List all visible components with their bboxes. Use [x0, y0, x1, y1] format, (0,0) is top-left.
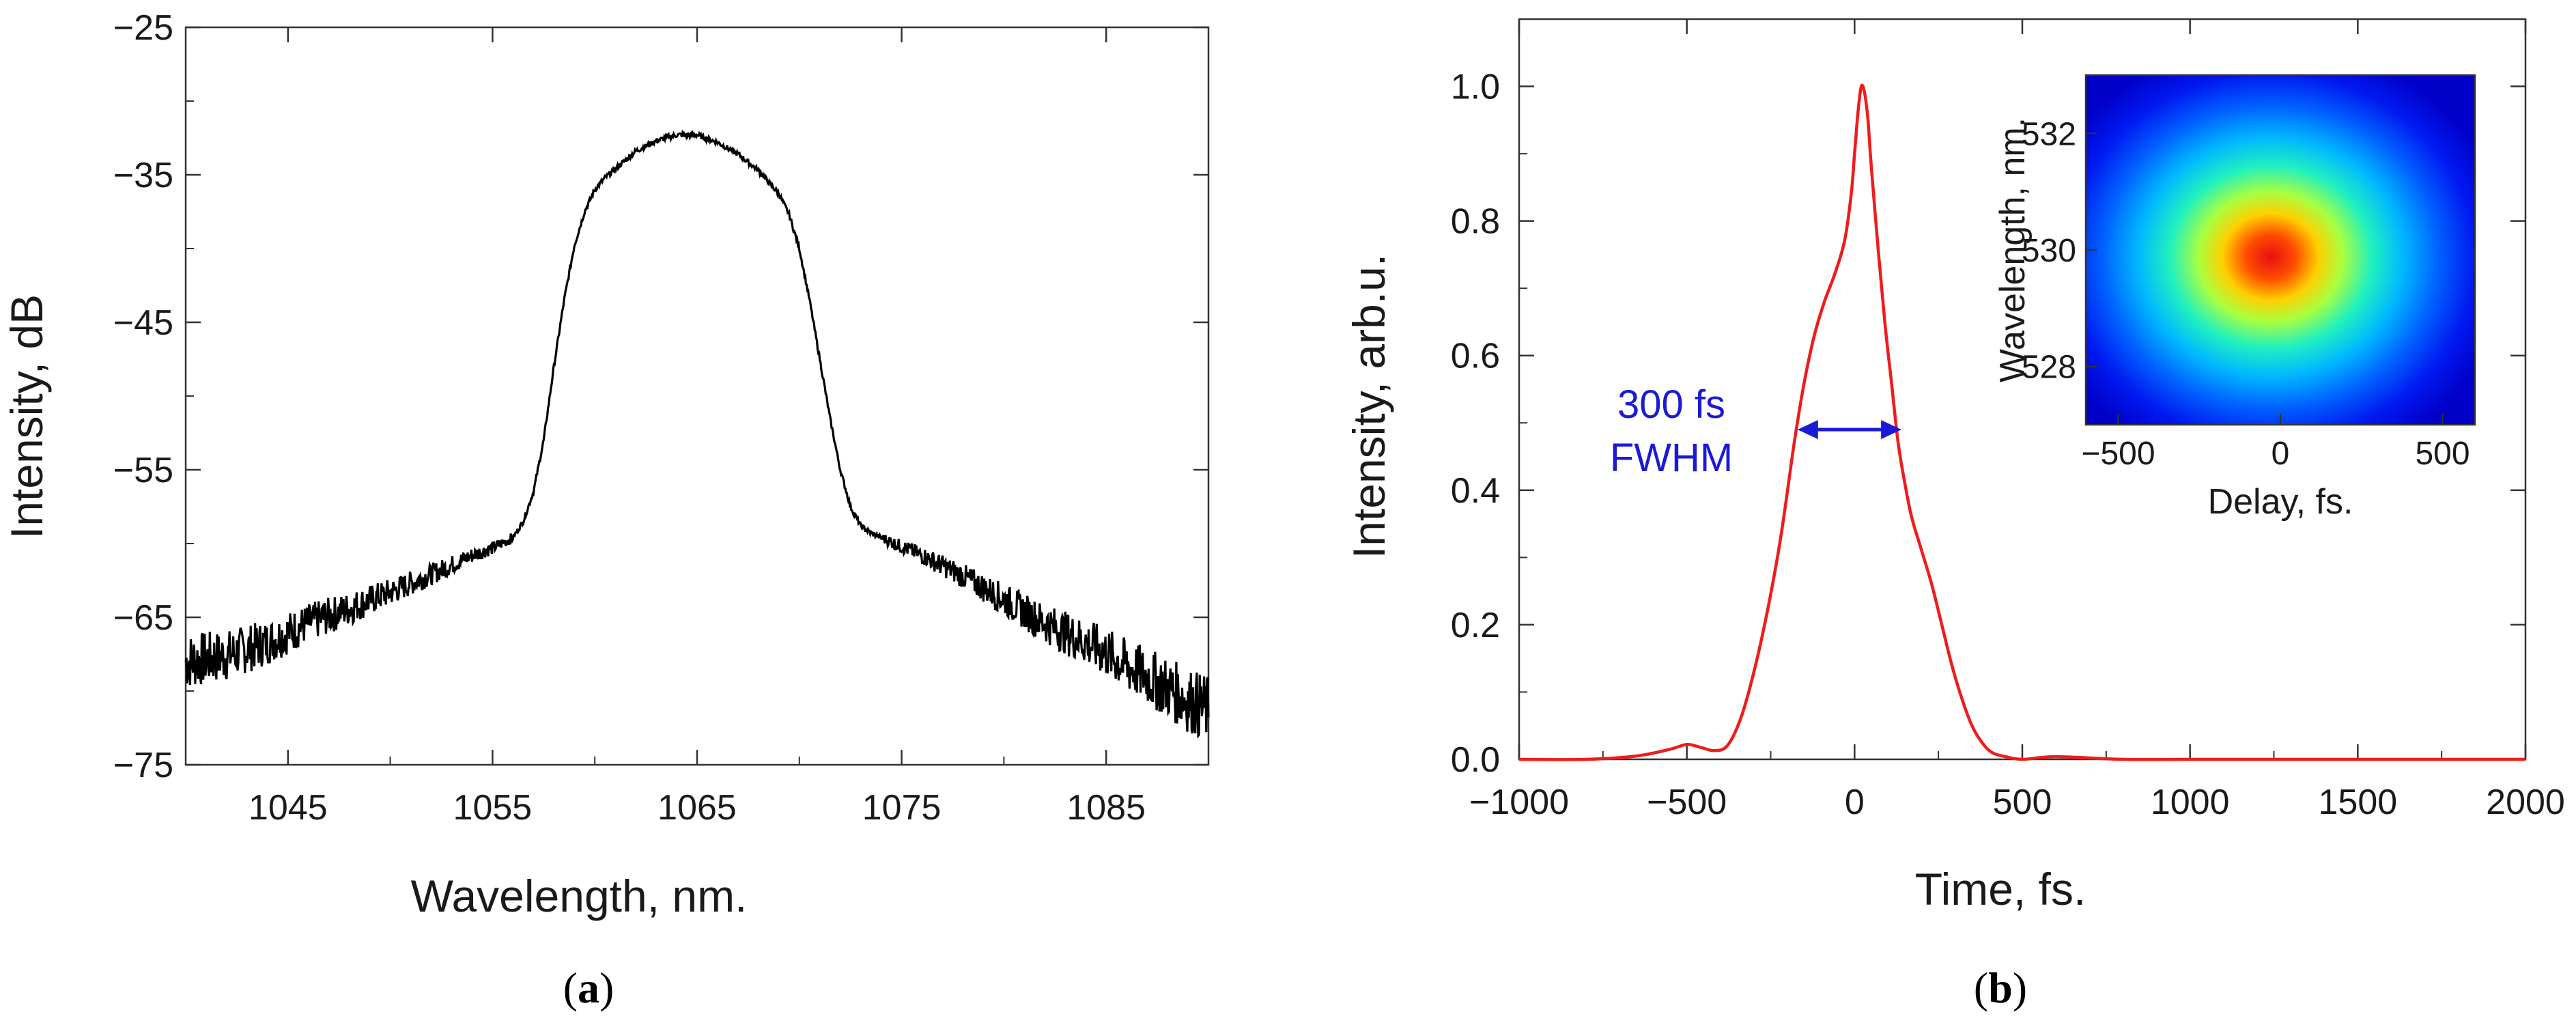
fwhm-arrowhead-right: [1881, 420, 1902, 440]
chart-b-xtick-label: 1500: [2318, 783, 2397, 822]
inset-xtick-label: −500: [2081, 436, 2155, 472]
chart-a-ticks: 1045 1055 1065 1075 1085 −25 −35 −45 −55 −65 −75: [113, 8, 1208, 828]
fwhm-label-line1: 300 fs: [1617, 382, 1725, 427]
chart-b-ytick-label: 0.2: [1451, 606, 1500, 645]
chart-b-xtick-label: 0: [1845, 783, 1865, 822]
chart-a-frame: [184, 26, 1210, 766]
inset-xlabel: Delay, fs.: [2208, 482, 2353, 522]
chart-b-xtick-label: 1000: [2151, 783, 2230, 822]
chart-a: 1045 1055 1065 1075 1085 −25 −35 −45 −55 −65 −75 W…: [1, 8, 1210, 1012]
fwhm-label-line2: FWHM: [1610, 436, 1733, 480]
inset-xtick-label: 500: [2415, 436, 2469, 472]
chart-b-ytick-label: 0.6: [1451, 337, 1500, 376]
chart-b-xtick-label: −1000: [1469, 783, 1569, 822]
chart-b-series-line: [1518, 83, 2525, 761]
chart-a-axes: [184, 26, 1210, 766]
inset-heatmap-image: [2086, 75, 2475, 425]
chart-a-xtick-label: 1085: [1066, 788, 1146, 828]
inset-heatmap: −500 0 500 528 530 532 Delay, fs. Wavelength,…: [1993, 74, 2476, 522]
fwhm-arrowhead-left: [1797, 420, 1818, 440]
chart-a-ytick-label: −75: [113, 746, 173, 785]
inset-ylabel: Wavelength, nm.: [1993, 117, 2033, 382]
chart-a-ytick-label: −45: [113, 303, 173, 343]
chart-b-xtick-label: 500: [1993, 783, 2052, 822]
inset-ytick-label: 532: [2022, 116, 2076, 152]
chart-b-xtick-label: 2000: [2486, 783, 2565, 822]
inset-ticks: −500 0 500 528 530 532: [2022, 116, 2470, 472]
fwhm-annotation: 300 fs FWHM: [1610, 382, 1902, 480]
chart-b-ylabel: Intensity, arb.u.: [1344, 254, 1394, 559]
chart-a-xtick-label: 1075: [862, 788, 942, 828]
inset-ytick-label: 528: [2022, 350, 2076, 386]
chart-a-ylabel: Intensity, dB: [1, 294, 52, 539]
chart-b-ytick-label: 0.0: [1451, 740, 1500, 780]
chart-a-ytick-label: −65: [113, 598, 173, 638]
chart-a-ytick-label: −55: [113, 451, 173, 490]
chart-b-ytick-label: 1.0: [1451, 68, 1500, 107]
chart-b-xtick-label: −500: [1647, 783, 1727, 822]
panel-label-a: (a): [563, 963, 614, 1012]
chart-b: −1000 −500 0 500 1000 1500 2000 0.0 0.2 0.4 0.6 0.8…: [1344, 18, 2565, 1012]
chart-b-ticks: −1000 −500 0 500 1000 1500 2000 0.0 0.2 0.4 0.6 0.8…: [1451, 19, 2565, 822]
chart-a-series-line: [184, 129, 1210, 739]
chart-a-ytick-label: −35: [113, 156, 173, 195]
chart-b-ytick-label: 0.4: [1451, 471, 1500, 511]
chart-a-xtick-label: 1045: [249, 788, 328, 828]
chart-b-ytick-label: 0.8: [1451, 202, 1500, 242]
chart-a-ytick-label: −25: [113, 8, 173, 48]
chart-a-xtick-label: 1055: [453, 788, 533, 828]
panel-label-b: (b): [1974, 963, 2027, 1012]
inset-ytick-label: 530: [2022, 233, 2076, 269]
inset-xtick-label: 0: [2271, 436, 2290, 472]
chart-a-xtick-label: 1065: [657, 788, 737, 828]
chart-a-xlabel: Wavelength, nm.: [411, 871, 748, 921]
chart-b-xlabel: Time, fs.: [1915, 864, 2086, 914]
